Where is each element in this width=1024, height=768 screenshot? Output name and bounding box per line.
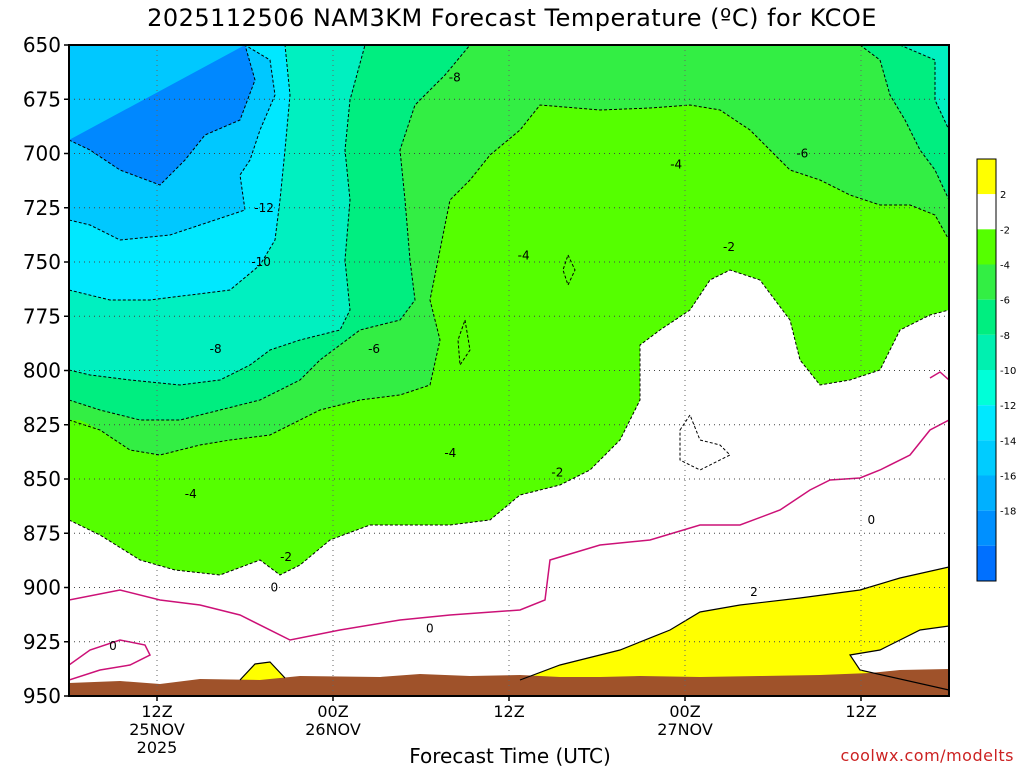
colorbar-swatch [977,440,996,476]
x-tick-label: 26NOV [305,720,361,739]
contour-label: -2 [280,550,292,564]
source-credit: coolwx.com/modelts [840,746,1014,765]
contour-label: 0 [109,639,117,653]
y-tick-label: 650 [23,33,61,57]
colorbar-label: -14 [1000,436,1016,447]
colorbar-label: -8 [1000,331,1010,342]
colorbar-label: -6 [1000,296,1010,307]
contour-label: -4 [670,157,682,171]
colorbar-swatch [977,194,996,230]
ground-terrain [69,669,949,696]
colorbar-swatch [977,229,996,265]
y-tick-label: 750 [23,250,61,274]
colorbar-label: 2 [1000,190,1006,201]
x-tick-label: 12Z [493,702,524,721]
contour-label: -12 [254,201,274,215]
colorbar-label: -10 [1000,366,1016,377]
contour-labels: -8 -12 -10 -4 -4 -2 -6 -8 -6 -4 -4 -2 -2 0 0 0 0 2 [109,71,875,654]
contour-label: -4 [185,487,197,501]
y-tick-label: 825 [23,413,61,437]
colorbar-label: -12 [1000,401,1016,412]
colorbar-swatch [977,370,996,406]
colorbar-swatch [977,159,996,195]
x-tick-label: 2025 [137,738,178,757]
region-above-2 [520,567,949,696]
colorbar-label: -4 [1000,261,1010,272]
colorbar-swatch [977,264,996,300]
contour-label: 0 [271,581,279,595]
y-axis: 650 675 700 725 750 775 800 825 850 875 900 925 950 [23,33,69,708]
contour-label: -8 [449,71,461,85]
contour-label: -8 [210,342,222,356]
x-tick-label: 12Z [141,702,172,721]
negative-isotherms [69,45,949,576]
y-tick-label: 850 [23,467,61,491]
grid-vertical [156,45,862,696]
colorbar-swatch [977,405,996,441]
contour-label: -4 [444,446,456,460]
colorbar-frame [976,158,997,582]
colorbar-label: -18 [1000,507,1016,518]
x-tick-label: 12Z [845,702,876,721]
colorbar-swatch [977,510,996,546]
contour-label: -10 [251,255,271,269]
x-tick-label: 00Z [317,702,348,721]
x-tick-label: 27NOV [657,720,713,739]
y-tick-label: 700 [23,142,61,166]
colorbar-label: -16 [1000,472,1016,483]
zero-isotherm [69,371,949,681]
contour-label: 0 [867,513,875,527]
contour-label: -2 [723,240,735,254]
contour-label: -4 [518,248,530,262]
chart-title: 2025112506 NAM3KM Forecast Temperature (… [147,4,877,32]
x-tick-label: 00Z [669,702,700,721]
contour-label: -2 [551,465,563,479]
x-tick-label: 25NOV [129,720,185,739]
contour-label: -6 [368,342,380,356]
plus2-isotherm [239,566,949,691]
colorbar-swatch [977,334,996,370]
y-tick-label: 950 [23,684,61,708]
contour-label: 0 [426,622,434,636]
colorbar: 2 -2 -4 -6 -8 -10 -12 -14 -16 -18 [976,158,1016,582]
x-axis-label: Forecast Time (UTC) [409,744,611,768]
colorbar-label: -2 [1000,225,1010,236]
contour-label: 2 [750,585,758,599]
y-tick-label: 875 [23,521,61,545]
colorbar-swatch [977,299,996,335]
colorbar-swatch [977,475,996,511]
y-tick-label: 725 [23,196,61,220]
y-tick-label: 775 [23,304,61,328]
colorbar-swatch [977,545,996,581]
y-tick-label: 675 [23,87,61,111]
y-tick-label: 925 [23,630,61,654]
y-tick-label: 900 [23,576,61,600]
y-tick-label: 800 [23,359,61,383]
contour-label: -6 [796,147,808,161]
